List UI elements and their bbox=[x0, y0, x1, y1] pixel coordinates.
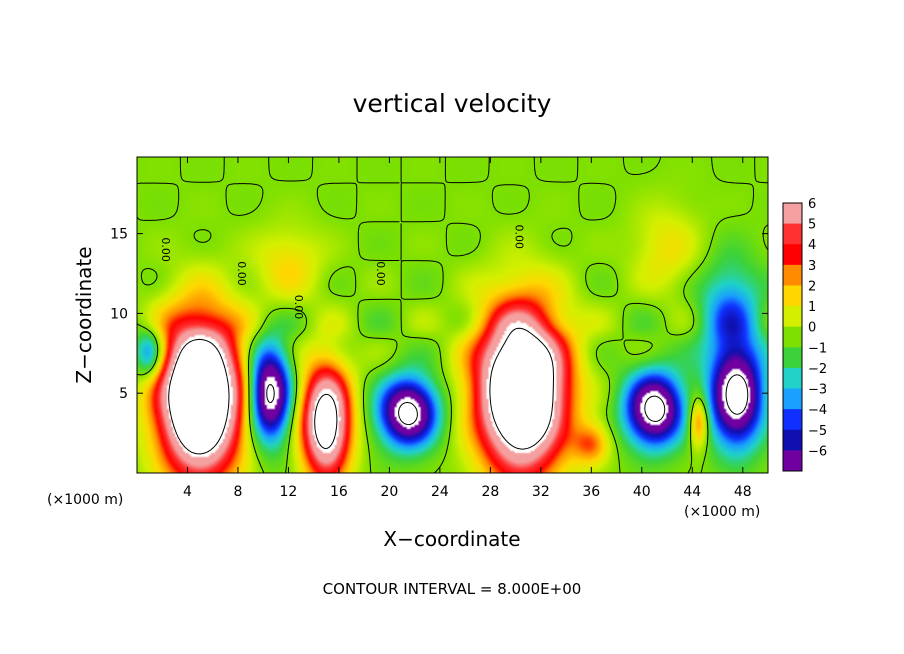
x-tick-label: 28 bbox=[481, 484, 499, 500]
colorbar-swatch bbox=[783, 347, 802, 369]
x-unit-left: (×1000 m) bbox=[47, 492, 123, 508]
x-tick-label: 32 bbox=[532, 484, 550, 500]
x-tick-label: 12 bbox=[280, 484, 298, 500]
colorbar-tick-label: 0 bbox=[808, 321, 816, 336]
x-tick-label: 36 bbox=[582, 484, 600, 500]
x-tick-label: 8 bbox=[233, 484, 242, 500]
colorbar-tick-label: 4 bbox=[808, 238, 816, 253]
colorbar-swatch bbox=[783, 367, 802, 390]
contour-value-label: 0.00 bbox=[235, 261, 248, 286]
heatmap-field bbox=[137, 157, 768, 473]
x-tick-label: 20 bbox=[380, 484, 398, 500]
contour-value-label: 0.00 bbox=[159, 237, 172, 262]
contour-value-label: 0.00 bbox=[513, 225, 526, 250]
colorbar-tick-label: 6 bbox=[808, 197, 816, 212]
contour-interval-note: CONTOUR INTERVAL = 8.000E+00 bbox=[323, 580, 582, 598]
colorbar-swatch bbox=[783, 264, 802, 286]
y-tick-label: 5 bbox=[119, 386, 128, 402]
colorbar-swatch bbox=[783, 326, 802, 348]
colorbar-tick-label: −5 bbox=[808, 424, 827, 439]
x-tick-label: 44 bbox=[683, 484, 701, 500]
colorbar-tick-label: −4 bbox=[808, 403, 827, 418]
colorbar-swatch bbox=[783, 429, 802, 451]
x-unit-right: (×1000 m) bbox=[684, 504, 760, 520]
contour-labels: 0.00 0.00 0.00 0.00 0.00 bbox=[159, 225, 525, 320]
colorbar-tick-label: −1 bbox=[808, 341, 827, 356]
colorbar-swatch bbox=[783, 388, 802, 410]
contour-value-label: 0.00 bbox=[374, 261, 387, 286]
colorbar-swatch bbox=[783, 203, 802, 225]
x-tick-label: 40 bbox=[633, 484, 651, 500]
colorbar-swatch bbox=[783, 223, 802, 245]
colorbar-swatch bbox=[783, 285, 802, 307]
x-axis-ticks: 4 8 12 16 20 24 28 32 36 40 44 48 bbox=[183, 157, 752, 500]
contour-value-label: 0.00 bbox=[292, 295, 305, 320]
colorbar-tick-label: −2 bbox=[808, 362, 827, 377]
colorbar-tick-label: −3 bbox=[808, 383, 827, 398]
contour-line bbox=[168, 327, 554, 455]
contour-lines bbox=[136, 156, 769, 474]
colorbar-tick-label: 3 bbox=[808, 259, 816, 274]
colorbar-swatch bbox=[783, 306, 802, 328]
x-tick-label: 24 bbox=[431, 484, 449, 500]
colorbar-tick-label: 5 bbox=[808, 218, 816, 233]
colorbar-swatch bbox=[783, 244, 802, 266]
x-tick-label: 48 bbox=[734, 484, 752, 500]
x-tick-label: 16 bbox=[330, 484, 348, 500]
contour-line bbox=[266, 374, 749, 426]
plot-frame bbox=[136, 156, 769, 474]
y-tick-label: 10 bbox=[110, 306, 128, 322]
y-axis-ticks: 5 10 15 bbox=[110, 227, 768, 402]
colorbar-tick-label: 2 bbox=[808, 280, 816, 295]
contour-line bbox=[136, 156, 769, 474]
colorbar-tick-label: −6 bbox=[808, 444, 827, 459]
colorbar-frame bbox=[782, 202, 803, 472]
colorbar-swatch bbox=[783, 409, 802, 431]
x-axis-label: X−coordinate bbox=[383, 527, 520, 551]
y-axis-label: Z−coordinate bbox=[72, 246, 96, 383]
chart-title: vertical velocity bbox=[353, 89, 552, 118]
x-tick-label: 4 bbox=[183, 484, 192, 500]
colorbar-tick-label: 1 bbox=[808, 300, 816, 315]
colorbar-swatch bbox=[783, 450, 802, 472]
colorbar: 6 5 4 3 2 1 0 −1 −2 −3 −4 −5 −6 bbox=[782, 197, 827, 472]
plot-area: 0.00 0.00 0.00 0.00 0.00 bbox=[136, 156, 769, 474]
y-tick-label: 15 bbox=[110, 227, 128, 243]
